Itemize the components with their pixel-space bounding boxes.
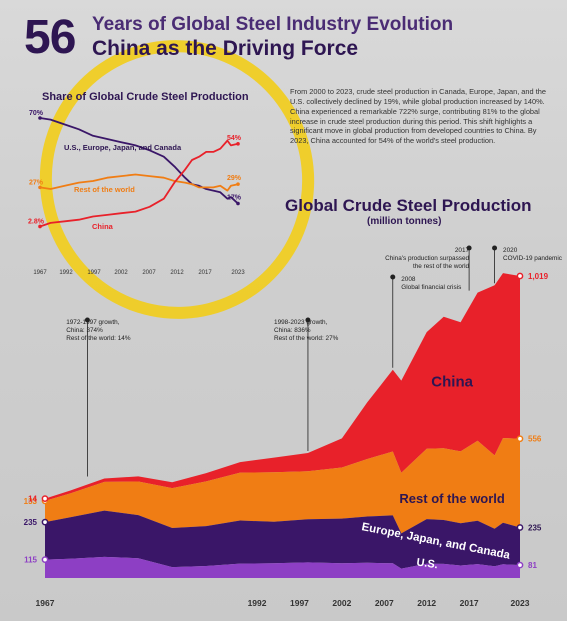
annotation-dot-1972	[84, 317, 90, 323]
share-x-tick-1992: 1992	[59, 270, 73, 276]
share-end-dot-u-s-europe-japan-and-canada	[236, 201, 240, 206]
start-dot-china	[41, 495, 49, 502]
x-tick-2007: 2007	[375, 598, 394, 608]
header-title-line2: China as the Driving Force	[92, 37, 359, 60]
header-title-line1: Years of Global Steel Industry Evolution	[92, 14, 454, 35]
intro-paragraph: From 2000 to 2023, crude steel productio…	[290, 87, 546, 146]
share-end-dot-rest-of-the-world	[236, 182, 240, 186]
annotation-2017-line-1: 2017	[455, 247, 470, 254]
x-tick-2002: 2002	[332, 598, 351, 608]
x-tick-1992: 1992	[248, 598, 267, 608]
annotation-2008-line-1: 2008	[401, 276, 416, 283]
end-value-europe-japan-and-canada: 235	[528, 524, 542, 533]
share-start-dot-rest-of-the-world	[38, 185, 42, 190]
share-x-tick-2002: 2002	[114, 270, 128, 276]
annotation-dot-2008	[390, 274, 396, 280]
area-band-china	[45, 273, 520, 501]
start-value-europe-japan-and-canada: 235	[24, 518, 38, 527]
annotation-2008-line-2: Global financial crisis	[401, 284, 461, 291]
annotation-1998-line-1: 1998-2023 growth,	[274, 319, 328, 326]
area-band-europe-japan-and-canada	[45, 510, 520, 569]
annotation-2020-line-2: COVID-19 pandemic	[503, 255, 563, 262]
share-x-tick-2017: 2017	[198, 270, 212, 276]
share-start-label-u-s-europe-japan-and-canada: 70%	[29, 110, 44, 117]
area-band-u-s	[45, 556, 520, 578]
end-value-rest-of-the-world: 556	[528, 435, 542, 444]
end-dot-u-s	[516, 561, 524, 569]
share-end-label-rest-of-the-world: 29%	[227, 175, 242, 182]
x-tick-2012: 2012	[417, 598, 436, 608]
share-line-china	[39, 139, 239, 228]
annotation-2017-line-2: China's production surpassed	[385, 255, 469, 262]
share-series-label-u-s-europe-japan-and-canada: U.S., Europe, Japan, and Canada	[64, 143, 182, 152]
share-end-dot-china	[236, 142, 240, 146]
start-value-china: 14	[28, 495, 37, 504]
annotation-2020-line-1: 2020	[503, 247, 518, 254]
annotation-2017-line-3: the rest of the world	[413, 263, 470, 270]
share-end-label-u-s-europe-japan-and-canada: 17%	[227, 195, 242, 202]
area-label-rest-of-the-world: Rest of the world	[399, 491, 505, 506]
share-start-label-china: 2.8%	[28, 218, 45, 225]
end-dot-china	[516, 272, 524, 280]
annotation-1972-line-2: China: 374%	[66, 327, 103, 334]
share-x-tick-2012: 2012	[170, 270, 184, 276]
share-x-tick-2007: 2007	[142, 270, 156, 276]
x-tick-1997: 1997	[290, 598, 309, 608]
header-number: 56	[24, 11, 76, 64]
share-line-u-s-europe-japan-and-canada	[39, 117, 239, 205]
end-value-u-s: 81	[528, 561, 537, 570]
end-dot-europe-japan-and-canada	[516, 524, 524, 531]
x-tick-2017: 2017	[460, 598, 479, 608]
production-chart-subtitle: (million tonnes)	[367, 216, 442, 227]
start-value-u-s: 115	[24, 556, 37, 565]
annotation-dot-2020	[492, 245, 498, 251]
share-start-dot-china	[38, 224, 42, 229]
end-dot-rest-of-the-world	[516, 435, 524, 443]
end-value-china: 1,019	[528, 272, 549, 281]
share-chart-title: Share of Global Crude Steel Production	[42, 91, 249, 103]
share-series-label-rest-of-the-world: Rest of the world	[74, 185, 135, 194]
start-value-rest-of-the-world: 133	[24, 497, 38, 506]
share-line-rest-of-the-world	[39, 173, 239, 192]
annotation-1972-line-1: 1972-1997 growth,	[66, 319, 120, 326]
area-label-china: China	[431, 373, 473, 390]
annotation-1972-line-3: Rest of the world: 14%	[66, 335, 131, 342]
area-label-u-s: U.S.	[416, 556, 439, 571]
share-series-label-china: China	[92, 222, 114, 231]
area-band-rest-of-the-world	[45, 438, 520, 534]
share-x-tick-1967: 1967	[33, 270, 47, 276]
share-x-tick-1997: 1997	[87, 270, 101, 276]
x-tick-1967: 1967	[36, 598, 55, 608]
start-dot-u-s	[41, 556, 49, 563]
annotation-dot-1998	[305, 317, 311, 323]
production-chart-title: Global Crude Steel Production	[285, 196, 532, 215]
share-start-label-rest-of-the-world: 27%	[29, 179, 44, 186]
start-dot-europe-japan-and-canada	[41, 518, 49, 526]
annotation-1998-line-3: Rest of the world: 27%	[274, 335, 339, 342]
share-end-label-china: 54%	[227, 135, 242, 142]
annotation-dot-2017	[466, 245, 472, 251]
x-tick-2023: 2023	[511, 598, 530, 608]
share-start-dot-u-s-europe-japan-and-canada	[38, 116, 42, 120]
annotation-1998-line-2: China: 836%	[274, 327, 311, 334]
share-x-tick-2023: 2023	[231, 270, 245, 276]
